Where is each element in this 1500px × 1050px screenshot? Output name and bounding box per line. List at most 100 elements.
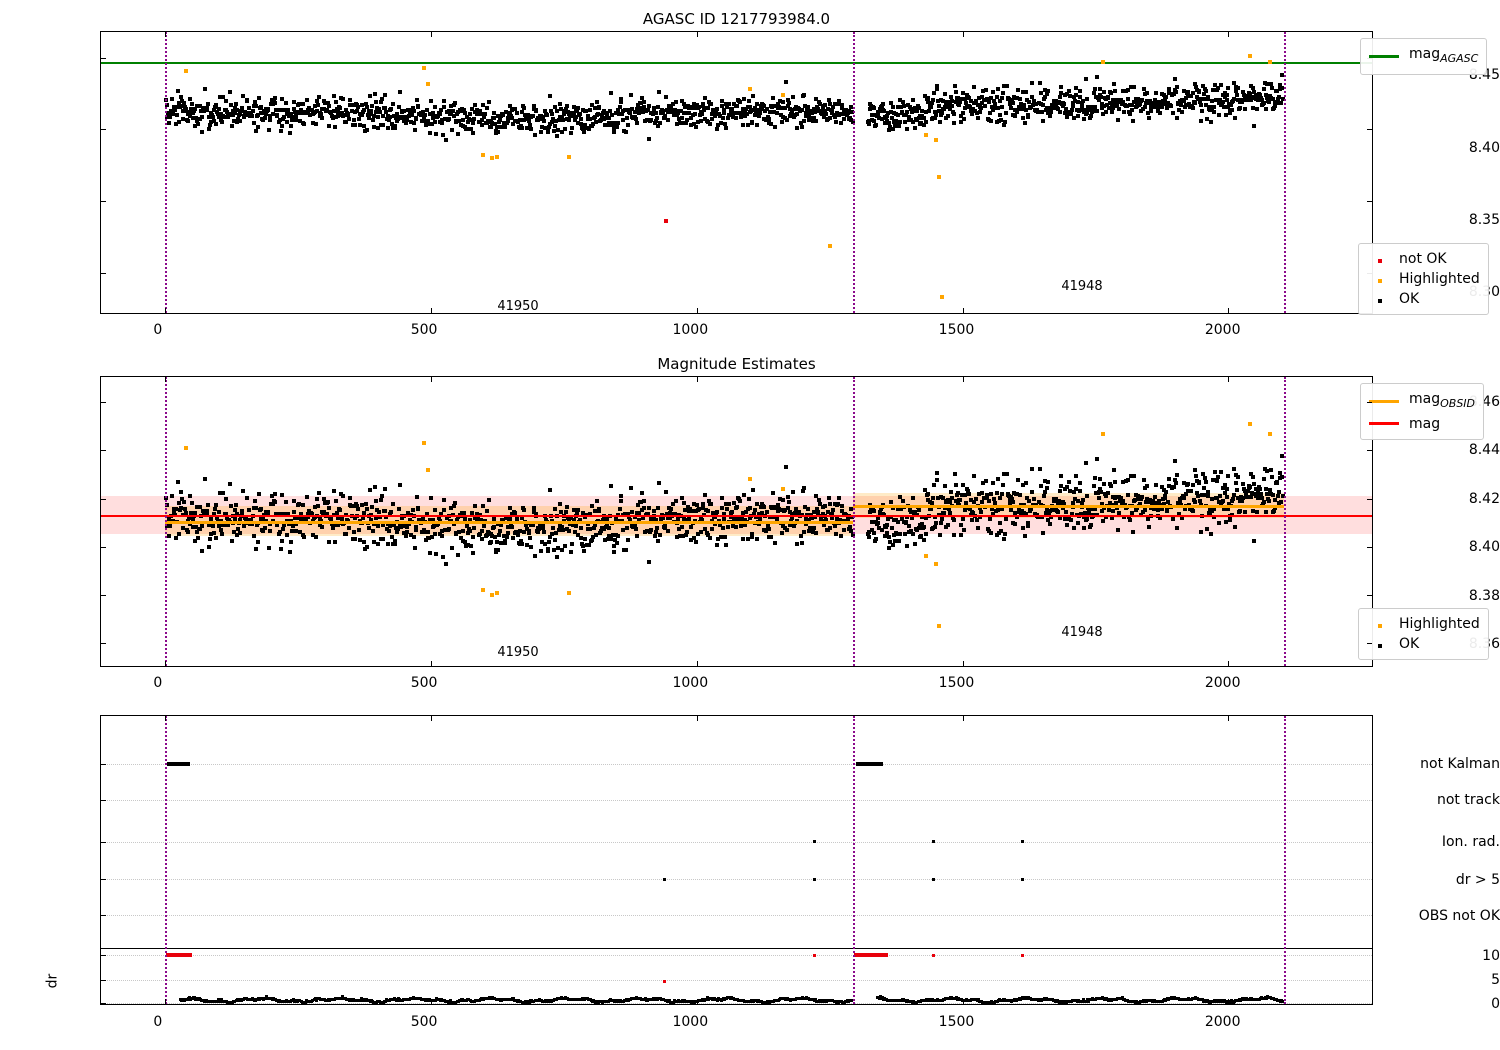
data-point-ok [1125, 478, 1130, 483]
data-point-ok [561, 117, 565, 122]
data-point-ok [359, 503, 364, 508]
data-point-ok [1231, 497, 1236, 501]
data-point-ok [1215, 496, 1220, 501]
data-point-ok [553, 105, 558, 110]
data-point-ok [1136, 497, 1141, 502]
data-point-ok [597, 106, 602, 111]
data-point-ok [1049, 109, 1054, 114]
data-point-ok [1167, 483, 1172, 488]
data-point-ok [867, 534, 872, 539]
data-point-ok [620, 528, 625, 533]
data-point-ok [935, 83, 940, 88]
data-point-ok [1232, 466, 1237, 471]
data-point-ok [1034, 502, 1039, 507]
ytick-mark [101, 979, 106, 981]
data-point-ok [451, 103, 456, 108]
data-point-ok [932, 109, 937, 114]
data-point-ok [481, 504, 486, 509]
data-point-ok [1242, 487, 1247, 492]
data-point-ok [318, 114, 323, 119]
xtick-label: 1000 [672, 675, 709, 691]
data-point-ok [1077, 489, 1082, 494]
data-point-ok [1045, 486, 1050, 490]
marker-legend: Highlighted OK [1358, 608, 1489, 660]
data-point-ok [539, 522, 544, 527]
data-point-ok [1186, 102, 1191, 107]
data-point-ok [1004, 472, 1009, 477]
data-point-ok [233, 517, 238, 522]
data-point-ok [579, 122, 584, 127]
data-point-ok [315, 497, 320, 502]
data-point-ok [540, 116, 545, 121]
data-point-ok [935, 471, 940, 476]
data-point-ok [699, 518, 704, 523]
data-point-ok [402, 530, 407, 535]
data-point-ok [710, 112, 715, 117]
data-point-ok [898, 119, 903, 124]
xtick-mark [962, 32, 964, 37]
data-point-ok [1023, 120, 1028, 125]
data-point-ok [444, 110, 449, 115]
data-point-ok [641, 498, 646, 503]
data-point-ok [479, 528, 484, 533]
data-point-ok [904, 519, 909, 524]
data-point-ok [662, 116, 667, 121]
data-point-ok [786, 495, 791, 500]
data-point-ok [466, 126, 471, 131]
data-point-ok [620, 117, 625, 122]
data-point-ok [339, 516, 344, 521]
data-point-ok [823, 103, 828, 108]
data-point-ok [224, 515, 229, 520]
data-point-ok [1178, 499, 1183, 504]
data-point-ok [424, 537, 429, 542]
data-point-ok [890, 104, 895, 109]
data-point-ok [930, 116, 935, 121]
data-point-ok [462, 516, 467, 521]
data-point-ok [766, 534, 771, 539]
data-point-ok [782, 116, 787, 121]
data-point-ok [1223, 112, 1228, 117]
data-point-ok [1109, 502, 1114, 507]
data-point-ok [630, 106, 635, 111]
data-point-ok [697, 507, 702, 512]
data-point-highlighted [747, 477, 752, 482]
data-point-ok [1210, 497, 1215, 502]
data-point-ok [471, 116, 476, 121]
data-point-ok [485, 106, 490, 111]
data-point-ok [936, 98, 941, 103]
data-point-ok [252, 534, 257, 538]
data-point-ok [971, 511, 976, 516]
magnitude-estimates-panel: Magnitude Estimates 8.46 8.44 8.42 8.40 … [0, 350, 1500, 691]
data-point-ok [950, 515, 955, 520]
data-point-ok [1040, 530, 1045, 535]
data-point-ok [539, 540, 544, 544]
data-point-ok [182, 104, 187, 109]
obsid-divider-line [1284, 32, 1287, 313]
data-point-ok [556, 128, 561, 133]
data-point-ok [268, 114, 273, 119]
data-point-ok [904, 544, 909, 549]
data-point-ok [1212, 470, 1217, 475]
data-point-ok [396, 105, 401, 110]
data-point-ok [800, 540, 805, 545]
data-point-ok [689, 115, 694, 120]
data-point-ok [723, 543, 728, 548]
data-point-ok [794, 542, 799, 547]
data-point-highlighted [747, 87, 752, 92]
data-point-ok [691, 122, 696, 127]
data-point-ok [1125, 87, 1130, 92]
data-point-ok [793, 507, 798, 512]
data-point-ok [334, 100, 339, 105]
xtick-label: 1500 [938, 322, 975, 338]
data-point-ok [499, 522, 504, 527]
data-point-ok [200, 114, 205, 119]
data-point-ok [332, 124, 337, 129]
data-point-ok [261, 110, 266, 115]
data-point-ok [227, 518, 232, 523]
legend-entry-ok: OK [1367, 289, 1480, 309]
ytick-label: 8.38 [1468, 587, 1500, 604]
data-point-ok [441, 507, 446, 512]
data-point-ok [802, 92, 807, 97]
data-point-ok [607, 533, 612, 538]
data-point-ok [457, 118, 462, 123]
